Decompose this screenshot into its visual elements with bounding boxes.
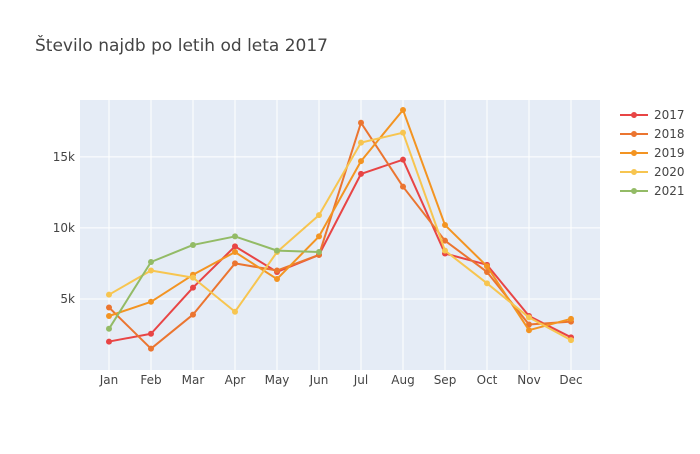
legend-item-2019[interactable]: 2019 xyxy=(620,146,685,160)
series-line xyxy=(108,131,572,342)
x-tick-label: Jul xyxy=(353,373,368,387)
data-point[interactable] xyxy=(484,268,490,275)
data-point[interactable] xyxy=(106,313,112,319)
data-point[interactable] xyxy=(232,308,238,315)
series-line xyxy=(108,108,572,332)
data-point[interactable] xyxy=(358,119,364,126)
series-line xyxy=(108,235,320,330)
legend-item-2021[interactable]: 2021 xyxy=(620,184,685,198)
data-point[interactable] xyxy=(526,314,532,321)
data-point[interactable] xyxy=(190,284,196,291)
data-point[interactable] xyxy=(106,304,112,311)
series-2021 xyxy=(106,233,322,332)
data-point[interactable] xyxy=(568,315,574,322)
legend-label: 2021 xyxy=(654,184,685,198)
data-point[interactable] xyxy=(526,321,532,328)
data-point[interactable] xyxy=(148,330,154,337)
legend-swatch-marker xyxy=(631,112,637,118)
x-tick-label: Jan xyxy=(99,373,119,387)
data-point[interactable] xyxy=(232,249,238,256)
x-tick-label: Oct xyxy=(477,373,498,387)
x-tick-label: Feb xyxy=(140,373,161,387)
gridlines xyxy=(80,100,600,370)
data-point[interactable] xyxy=(190,241,196,248)
legend-swatch-marker xyxy=(631,131,637,137)
data-point[interactable] xyxy=(400,156,406,163)
data-point[interactable] xyxy=(400,106,406,113)
data-point[interactable] xyxy=(526,327,532,334)
legend-swatch-marker xyxy=(631,188,637,194)
legend-label: 2019 xyxy=(654,146,685,160)
data-point[interactable] xyxy=(148,345,154,352)
data-point[interactable] xyxy=(400,129,406,136)
data-point[interactable] xyxy=(442,247,448,254)
y-tick-label: 5k xyxy=(60,292,75,306)
x-tick-label: Apr xyxy=(225,373,246,387)
y-tick-label: 15k xyxy=(53,150,75,164)
data-point[interactable] xyxy=(106,325,112,332)
data-point[interactable] xyxy=(274,276,280,283)
data-point[interactable] xyxy=(232,233,238,240)
data-point[interactable] xyxy=(568,337,574,344)
x-tick-label: Aug xyxy=(391,373,414,387)
y-tick-label: 10k xyxy=(53,221,75,235)
x-tick-label: Jun xyxy=(309,373,329,387)
legend-item-2020[interactable]: 2020 xyxy=(620,165,685,179)
data-point[interactable] xyxy=(358,170,364,177)
y-axis: 5k 10k 15k xyxy=(53,150,75,306)
series-2019 xyxy=(106,106,574,334)
data-point[interactable] xyxy=(358,139,364,146)
legend-label: 2020 xyxy=(654,165,685,179)
data-point[interactable] xyxy=(316,212,322,219)
legend-item-2017[interactable]: 2017 xyxy=(620,108,685,122)
legend-swatch-marker xyxy=(631,169,637,175)
legend-item-2018[interactable]: 2018 xyxy=(620,127,685,141)
data-point[interactable] xyxy=(148,298,154,305)
legend[interactable]: 2017 2018 2019 2020 2021 xyxy=(620,108,685,198)
series-line xyxy=(108,121,572,350)
x-axis: Jan Feb Mar Apr May Jun Jul Aug Sep Oct Nov Dec xyxy=(99,373,583,387)
series-2020 xyxy=(106,129,574,344)
data-point[interactable] xyxy=(190,311,196,318)
data-point[interactable] xyxy=(148,259,154,265)
x-tick-label: Mar xyxy=(182,373,205,387)
series-line xyxy=(108,158,572,343)
chart-title: Število najdb po letih od leta 2017 xyxy=(35,34,328,56)
data-point[interactable] xyxy=(148,267,154,274)
x-tick-label: Sep xyxy=(434,373,457,387)
data-point[interactable] xyxy=(106,291,112,298)
data-point[interactable] xyxy=(400,183,406,190)
data-point[interactable] xyxy=(484,263,490,270)
data-point[interactable] xyxy=(316,249,322,256)
series-group xyxy=(106,106,574,352)
x-tick-label: Dec xyxy=(559,373,582,387)
data-point[interactable] xyxy=(442,237,448,244)
data-point[interactable] xyxy=(316,233,322,240)
x-tick-label: May xyxy=(265,373,290,387)
data-point[interactable] xyxy=(442,222,448,229)
data-point[interactable] xyxy=(274,247,280,254)
data-point[interactable] xyxy=(274,267,280,274)
data-point[interactable] xyxy=(484,280,490,287)
legend-label: 2017 xyxy=(654,108,685,122)
legend-label: 2018 xyxy=(654,127,685,141)
x-tick-label: Nov xyxy=(517,373,540,387)
data-point[interactable] xyxy=(106,338,112,345)
data-point[interactable] xyxy=(232,243,238,250)
data-point[interactable] xyxy=(232,260,238,267)
plot-area xyxy=(80,100,600,370)
data-point[interactable] xyxy=(358,158,364,165)
legend-swatch-marker xyxy=(631,150,637,156)
data-point[interactable] xyxy=(190,274,196,281)
